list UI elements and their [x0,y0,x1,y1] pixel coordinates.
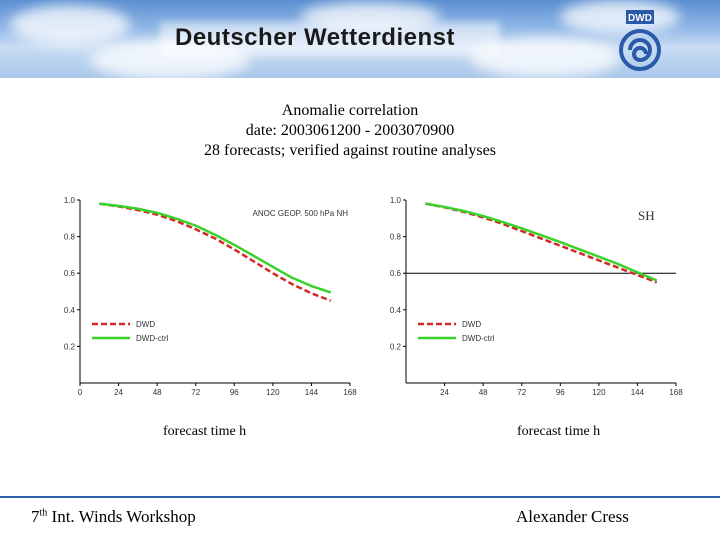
legend-label: DWD-ctrl [462,334,495,343]
chart-nh: 0.2 0.4 0.6 0.8 1.0 0 24 48 72 96 120 144 168 ANOC GE… [64,196,357,397]
y-tick-label: 0.4 [64,306,76,315]
y-tick-label: 1.0 [390,196,402,205]
x-tick-label: 0 [78,388,83,397]
footer-author: Alexander Cress [516,507,629,526]
y-tick-label: 0.4 [390,306,402,315]
x-tick-label: 24 [114,388,123,397]
x-tick-label: 48 [479,388,488,397]
x-tick-label: 24 [440,388,449,397]
title-line-1: Anomalie correlation [281,102,419,119]
y-tick-label: 0.6 [390,269,402,278]
legend-label: DWD-ctrl [136,334,169,343]
dwd-logo-icon: DWD [619,10,661,71]
chart-title-block: Anomalie correlation date: 2003061200 - … [0,101,700,161]
y-tick-label: 0.6 [64,269,76,278]
x-tick-label: 144 [631,388,645,397]
x-tick-label: 96 [556,388,565,397]
x-tick-label: 168 [669,388,683,397]
x-tick-label: 72 [517,388,526,397]
y-tick-label: 1.0 [64,196,76,205]
x-tick-label: 72 [191,388,200,397]
y-tick-label: 0.2 [390,342,402,351]
title-line-3: 28 forecasts; verified against routine a… [204,142,496,159]
title-line-2: date: 2003061200 - 2003070900 [245,122,455,139]
x-tick-label: 48 [153,388,162,397]
x-tick-label: 120 [592,388,606,397]
footer-rule [0,496,720,498]
x-tick-label: 96 [230,388,239,397]
nh-xlabel: forecast time h [163,424,247,439]
x-tick-label: 168 [343,388,357,397]
logo-text: DWD [628,13,652,24]
series-line-dwd-ctrl [99,202,332,294]
x-tick-label: 144 [305,388,319,397]
series-line-dwd [99,202,332,302]
chart-annotation: SH [638,208,655,223]
series-line-dwd-ctrl [425,202,658,282]
x-tick-label: 120 [266,388,280,397]
org-title: Deutscher Wetterdienst [175,24,455,51]
legend-label: DWD [462,320,481,329]
y-tick-label: 0.8 [390,233,402,242]
legend-label: DWD [136,320,155,329]
series-line-dwd [425,202,658,284]
header-banner: Deutscher Wetterdienst DWD [0,0,720,78]
sh-xlabel: forecast time h [517,424,601,439]
y-tick-label: 0.8 [64,233,76,242]
y-tick-label: 0.2 [64,342,76,351]
chart-sh: 0.2 0.4 0.6 0.8 1.0 24 48 72 96 120 144 168 SH DWD DWD… [390,196,683,397]
chart-annotation: ANOC GEOP. 500 hPa NH [253,209,349,218]
footer-workshop: 7th Int. Winds Workshop [31,507,196,526]
